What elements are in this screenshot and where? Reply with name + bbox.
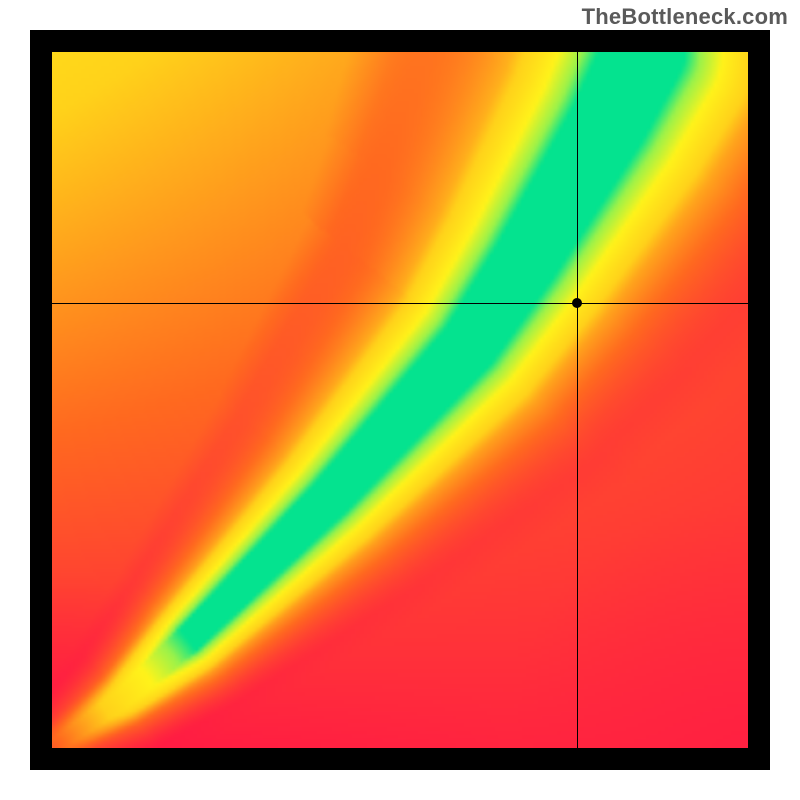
heatmap-frame	[30, 30, 770, 770]
crosshair-horizontal	[52, 303, 748, 304]
watermark-text: TheBottleneck.com	[582, 4, 788, 30]
crosshair-marker	[572, 298, 582, 308]
bottleneck-heatmap	[52, 52, 748, 748]
crosshair-vertical	[577, 52, 578, 748]
